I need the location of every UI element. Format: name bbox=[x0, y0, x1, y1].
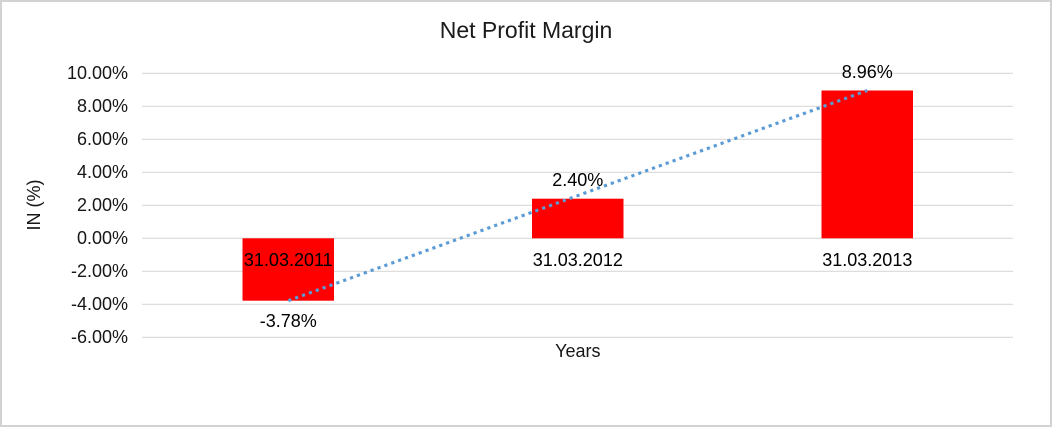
bar-series bbox=[242, 90, 913, 301]
category-labels: 31.03.2011 31.03.2012 31.03.2013 bbox=[244, 250, 912, 270]
y-tick-label: -4.00% bbox=[71, 294, 128, 314]
y-tick-label: 2.00% bbox=[77, 195, 128, 215]
y-axis-title: IN (%) bbox=[24, 180, 44, 231]
bar-31-03-2013 bbox=[821, 90, 913, 239]
bar-31-03-2012 bbox=[532, 198, 624, 239]
category-label-2012: 31.03.2012 bbox=[533, 250, 623, 270]
data-labels: -3.78% 2.40% 8.96% bbox=[260, 62, 893, 331]
y-tick-label: 4.00% bbox=[77, 162, 128, 182]
y-tick-label: -6.00% bbox=[71, 327, 128, 347]
y-tick-label: 8.00% bbox=[77, 96, 128, 116]
y-tick-label: 0.00% bbox=[77, 228, 128, 248]
data-label-2012: 2.40% bbox=[552, 170, 603, 190]
category-label-2011: 31.03.2011 bbox=[244, 250, 333, 270]
y-tick-label: 6.00% bbox=[77, 129, 128, 149]
data-label-2011: -3.78% bbox=[260, 311, 317, 331]
category-label-2013: 31.03.2013 bbox=[822, 250, 912, 270]
chart-title: Net Profit Margin bbox=[440, 17, 613, 43]
linear-trendline bbox=[287, 89, 868, 303]
y-tick-label: 10.00% bbox=[67, 63, 128, 83]
y-axis-tick-labels: 10.00% 8.00% 6.00% 4.00% 2.00% 0.00% -2.… bbox=[67, 63, 128, 347]
y-tick-label: -2.00% bbox=[71, 261, 128, 281]
x-axis-title: Years bbox=[555, 341, 600, 361]
data-label-2013: 8.96% bbox=[842, 62, 893, 82]
